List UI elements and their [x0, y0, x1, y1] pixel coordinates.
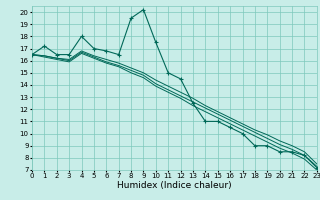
- X-axis label: Humidex (Indice chaleur): Humidex (Indice chaleur): [117, 181, 232, 190]
